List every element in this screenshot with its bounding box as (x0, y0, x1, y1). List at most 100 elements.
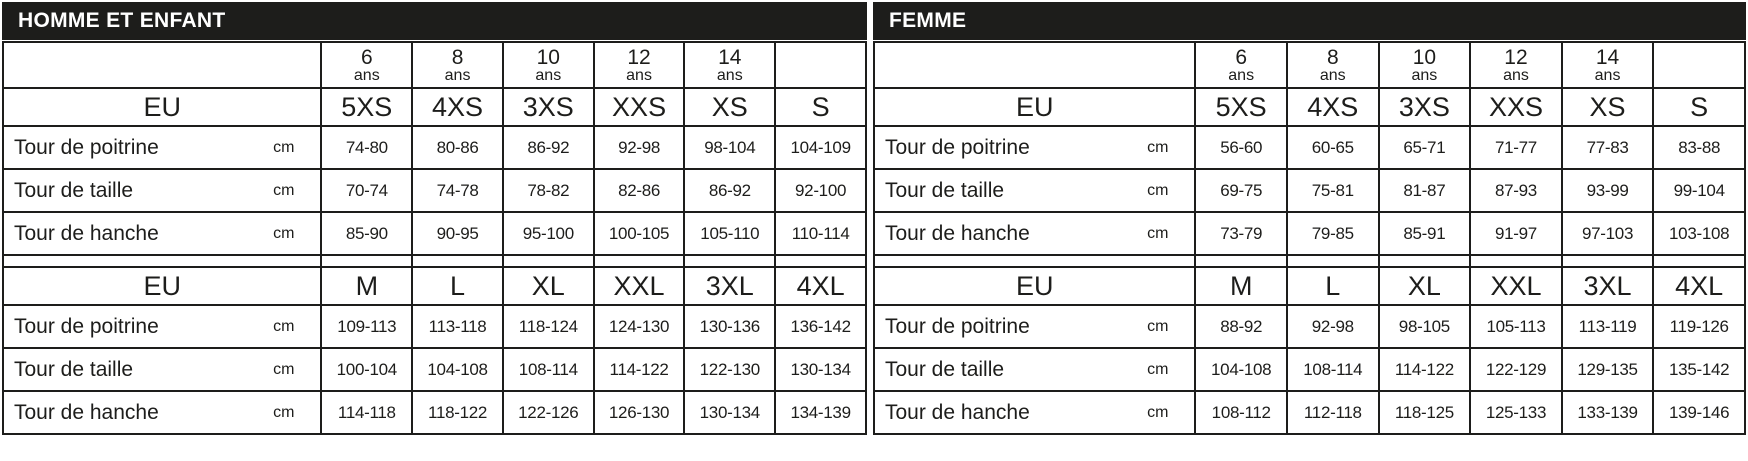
measurement-label: Tour de poitrine (14, 314, 159, 338)
measurement-label: Tour de taille (14, 178, 134, 202)
eu-label-cell: EU (872, 87, 1197, 127)
size-cell: XS (1560, 87, 1655, 127)
unit-label: cm (1147, 360, 1169, 378)
measurement-label: Tour de poitrine (885, 135, 1030, 159)
row-label-cell: Tour de poitrine cm (1, 125, 323, 170)
age-cell: 14 ans (683, 41, 777, 89)
empty-cell (774, 41, 867, 89)
value-cell: 103-108 (1652, 211, 1746, 256)
value-cell: 124-130 (592, 304, 686, 349)
row-label-cell: Tour de taille cm (1, 347, 323, 392)
unit-label: cm (273, 181, 295, 199)
row-label-cell: Tour de poitrine cm (872, 125, 1197, 170)
unit-label: cm (273, 360, 295, 378)
age-unit: ans (1503, 67, 1529, 84)
row-label-cell: Tour de taille cm (872, 168, 1197, 213)
age-number: 14 (718, 46, 742, 69)
value-cell: 98-104 (683, 125, 777, 170)
measurement-row: Tour de taille cm 104-108 108-114 114-12… (872, 347, 1746, 392)
size-cell: 3XS (1377, 87, 1472, 127)
value-cell: 122-129 (1469, 347, 1563, 392)
table-title-bar: FEMME (873, 2, 1746, 40)
value-cell: 85-90 (320, 211, 414, 256)
size-cell: XXS (592, 87, 686, 127)
value-cell: 105-110 (683, 211, 777, 256)
value-cell: 99-104 (1652, 168, 1746, 213)
size-cell: 4XL (1652, 266, 1746, 306)
value-cell: 113-119 (1560, 304, 1655, 349)
value-cell: 114-122 (592, 347, 686, 392)
row-label-cell: Tour de hanche cm (1, 390, 323, 435)
measurement-label: Tour de hanche (885, 221, 1030, 245)
measurement-label: Tour de poitrine (885, 314, 1030, 338)
age-number: 8 (451, 46, 464, 69)
measurement-label: Tour de taille (885, 178, 1005, 202)
measurement-label: Tour de hanche (14, 221, 159, 245)
row-label-cell: Tour de poitrine cm (1, 304, 323, 349)
value-cell: 105-113 (1469, 304, 1563, 349)
table-title-bar: HOMME ET ENFANT (2, 2, 867, 40)
size-cell: 5XS (320, 87, 414, 127)
age-unit: ans (1228, 67, 1255, 84)
row-label-cell: Tour de hanche cm (1, 211, 323, 256)
value-cell: 95-100 (501, 211, 595, 256)
size-cell: S (774, 87, 867, 127)
value-cell: 69-75 (1194, 168, 1288, 213)
size-cell: 4XS (1285, 87, 1380, 127)
measurement-row: Tour de poitrine cm 88-92 92-98 98-105 1… (872, 304, 1746, 349)
unit-label: cm (273, 317, 295, 335)
size-cell: L (411, 266, 504, 306)
value-cell: 90-95 (411, 211, 504, 256)
value-cell: 82-86 (592, 168, 686, 213)
measurement-row: Tour de taille cm 70-74 74-78 78-82 82-8… (1, 168, 867, 213)
value-cell: 92-98 (1285, 304, 1380, 349)
value-cell: 97-103 (1560, 211, 1655, 256)
value-cell: 109-113 (320, 304, 414, 349)
age-cell: 6 ans (320, 41, 414, 89)
value-cell: 92-100 (774, 168, 867, 213)
value-cell: 98-105 (1377, 304, 1472, 349)
age-cell: 12 ans (1469, 41, 1563, 89)
value-cell: 118-122 (411, 390, 504, 435)
value-cell: 100-105 (592, 211, 686, 256)
measurement-row: Tour de hanche cm 73-79 79-85 85-91 91-9… (872, 211, 1746, 256)
size-charts: HOMME ET ENFANT 6 ans 8 ans 10 ans (1, 2, 1748, 435)
eu-label-cell: EU (872, 266, 1197, 306)
value-cell: 88-92 (1194, 304, 1288, 349)
age-number: 14 (1595, 46, 1620, 69)
size-cell: 5XS (1194, 87, 1288, 127)
age-number: 10 (536, 46, 560, 69)
age-number: 12 (627, 46, 651, 69)
value-cell: 104-108 (1194, 347, 1288, 392)
row-label-cell: Tour de taille cm (1, 168, 323, 213)
size-cell: S (1652, 87, 1746, 127)
value-cell: 86-92 (683, 168, 777, 213)
value-cell: 118-125 (1377, 390, 1472, 435)
size-cell: L (1285, 266, 1380, 306)
size-header-row: EU M L XL XXL 3XL 4XL (872, 266, 1746, 306)
size-cell: 4XS (411, 87, 504, 127)
value-cell: 71-77 (1469, 125, 1563, 170)
value-cell: 139-146 (1652, 390, 1746, 435)
measurement-row: Tour de taille cm 69-75 75-81 81-87 87-9… (872, 168, 1746, 213)
value-cell: 114-118 (320, 390, 414, 435)
age-unit: ans (716, 67, 743, 84)
unit-label: cm (1147, 403, 1169, 421)
measurement-label: Tour de poitrine (14, 135, 159, 159)
age-cell: 8 ans (1285, 41, 1380, 89)
size-header-row: EU 5XS 4XS 3XS XXS XS S (872, 87, 1746, 127)
age-unit: ans (1319, 67, 1346, 84)
size-cell: XXS (1469, 87, 1563, 127)
measurement-row: Tour de hanche cm 108-112 112-118 118-12… (872, 390, 1746, 435)
measurement-row: Tour de poitrine cm 109-113 113-118 118-… (1, 304, 867, 349)
size-cell: XXL (1469, 266, 1563, 306)
value-cell: 136-142 (774, 304, 867, 349)
size-cell: M (320, 266, 414, 306)
row-label-cell: Tour de hanche cm (872, 211, 1197, 256)
size-header-row: EU 5XS 4XS 3XS XXS XS S (1, 87, 867, 127)
value-cell: 133-139 (1560, 390, 1655, 435)
spacer-row (872, 254, 1746, 268)
value-cell: 118-124 (501, 304, 595, 349)
age-cell: 10 ans (1377, 41, 1472, 89)
measurement-row: Tour de poitrine cm 74-80 80-86 86-92 92… (1, 125, 867, 170)
